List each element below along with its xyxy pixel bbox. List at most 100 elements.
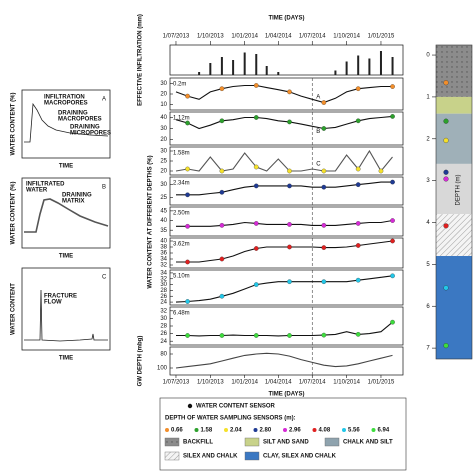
y-tick-label: 26	[160, 294, 167, 300]
x-axis-title: TIME (DAYS)	[268, 392, 304, 398]
series-line	[175, 115, 393, 130]
inset-frame	[21, 267, 111, 351]
legend-swatch	[164, 451, 180, 461]
sample-point	[321, 223, 327, 228]
inset-frame	[21, 177, 111, 249]
sample-point	[321, 168, 327, 174]
x-tick-label: 1/10/2014	[333, 380, 360, 386]
inset-ylabel: WATER CONTENT (%)	[11, 93, 17, 156]
y-tick-label: 30	[160, 316, 167, 322]
sensor-depth	[443, 285, 449, 291]
depth-tick-label: 4	[426, 220, 430, 226]
depth-tick-label: 2	[426, 136, 430, 142]
sample-point	[390, 179, 395, 185]
x-tick-label: 1/07/2013	[163, 380, 190, 386]
sample-point	[185, 333, 190, 338]
legend-text: DEPTH OF WATER SAMPLING SENSORS (m):	[165, 416, 296, 422]
sample-point	[321, 279, 327, 285]
sample-point	[390, 114, 395, 119]
sample-point	[321, 245, 327, 250]
y-tick-label: 40	[160, 239, 167, 245]
sample-point	[287, 222, 292, 227]
y-tick-label: 40	[160, 218, 167, 224]
x-tick-label: 1/07/2014	[299, 34, 326, 40]
y-tick-label: 25	[160, 195, 167, 201]
panel-label: 5.10m	[173, 274, 190, 280]
sample-point	[219, 168, 225, 174]
sample-point	[253, 246, 259, 251]
sample-point	[185, 299, 190, 304]
infiltration-bar	[357, 55, 360, 75]
sample-point	[378, 168, 384, 174]
legend-sensor-marker	[342, 428, 346, 432]
panel-label: 3.62m	[173, 242, 190, 248]
depth-axis-title: DEPTH (m)	[456, 175, 462, 206]
depth-tick-label: 1	[426, 94, 430, 100]
sample-point	[390, 84, 395, 89]
y-tick-label: 30	[160, 126, 167, 132]
legend-text: 5.56	[348, 428, 360, 434]
sample-point	[219, 256, 225, 262]
sample-point	[185, 192, 190, 198]
infiltration-bar	[334, 70, 337, 75]
sample-point	[390, 238, 395, 244]
x-tick-label: 1/01/2015	[368, 34, 395, 40]
inset-note: INFILTRATED	[26, 182, 65, 188]
x-tick-label: 1/04/2014	[265, 380, 292, 386]
x-tick-label: 1/07/2013	[163, 34, 190, 40]
x-tick-label: 1/01/2014	[231, 34, 258, 40]
x-tick-label: 1/01/2014	[231, 380, 258, 386]
panel-frame	[169, 346, 404, 376]
infiltration-bar	[391, 57, 394, 75]
inset-curve	[24, 102, 109, 143]
panel-frame	[169, 44, 404, 76]
inset-letter: B	[102, 185, 106, 191]
legend-text: SILEX AND CHALK	[183, 454, 238, 460]
legend-sensor-marker	[312, 428, 317, 432]
sample-point	[390, 218, 395, 223]
x-tick-label: 1/10/2013	[197, 34, 224, 40]
infiltration-bar	[368, 58, 371, 75]
sample-point	[253, 115, 259, 120]
inset-note: DRAINING	[58, 111, 88, 117]
infiltration-bar	[345, 61, 348, 75]
sample-point	[390, 319, 395, 325]
panel-frame	[169, 206, 404, 237]
sample-point	[185, 223, 190, 229]
legend-text: BACKFILL	[183, 440, 213, 446]
panel-annotation: A	[316, 95, 320, 101]
sample-point	[321, 184, 327, 190]
sample-point	[253, 221, 259, 226]
y-tick-label: 28	[160, 324, 167, 330]
infiltration-bar	[220, 57, 223, 75]
legend-sensor-marker	[194, 428, 199, 432]
sensor-depth	[443, 176, 449, 182]
sample-point	[355, 182, 361, 187]
y-tick-label: 30	[160, 81, 167, 87]
y-tick-label: 32	[160, 308, 167, 314]
y-tick-label: 45	[160, 208, 167, 214]
inset-ylabel: WATER CONTENT	[11, 283, 17, 335]
infiltration-bar	[198, 72, 201, 75]
x-tick-label: 1/04/2014	[265, 34, 292, 40]
y-axis-title: WATER CONTENT AT DIFFERENT DEPTHS (%)	[148, 155, 154, 288]
legend-sensor-marker	[283, 428, 287, 432]
x-tick-label: 1/10/2013	[197, 380, 224, 386]
y-tick-label: 10	[160, 102, 167, 108]
y-tick-label: 32	[160, 276, 167, 282]
depth-tick-label: 6	[426, 304, 430, 310]
panel-label: 2.34m	[173, 181, 190, 187]
panel-label: 1.12m	[173, 116, 190, 122]
sample-point	[287, 244, 292, 250]
sample-point	[253, 333, 259, 338]
legend-text: 6.94	[378, 428, 390, 434]
legend-text: 2.04	[230, 428, 242, 434]
infiltration-bar	[265, 66, 268, 75]
panel-label: 2.50m	[173, 211, 190, 217]
sample-point	[185, 93, 190, 99]
sample-point	[219, 223, 225, 228]
infiltration-bar	[209, 63, 212, 75]
sample-point	[219, 333, 225, 338]
panel-frame	[169, 306, 404, 346]
legend-text: 1.58	[201, 428, 213, 434]
